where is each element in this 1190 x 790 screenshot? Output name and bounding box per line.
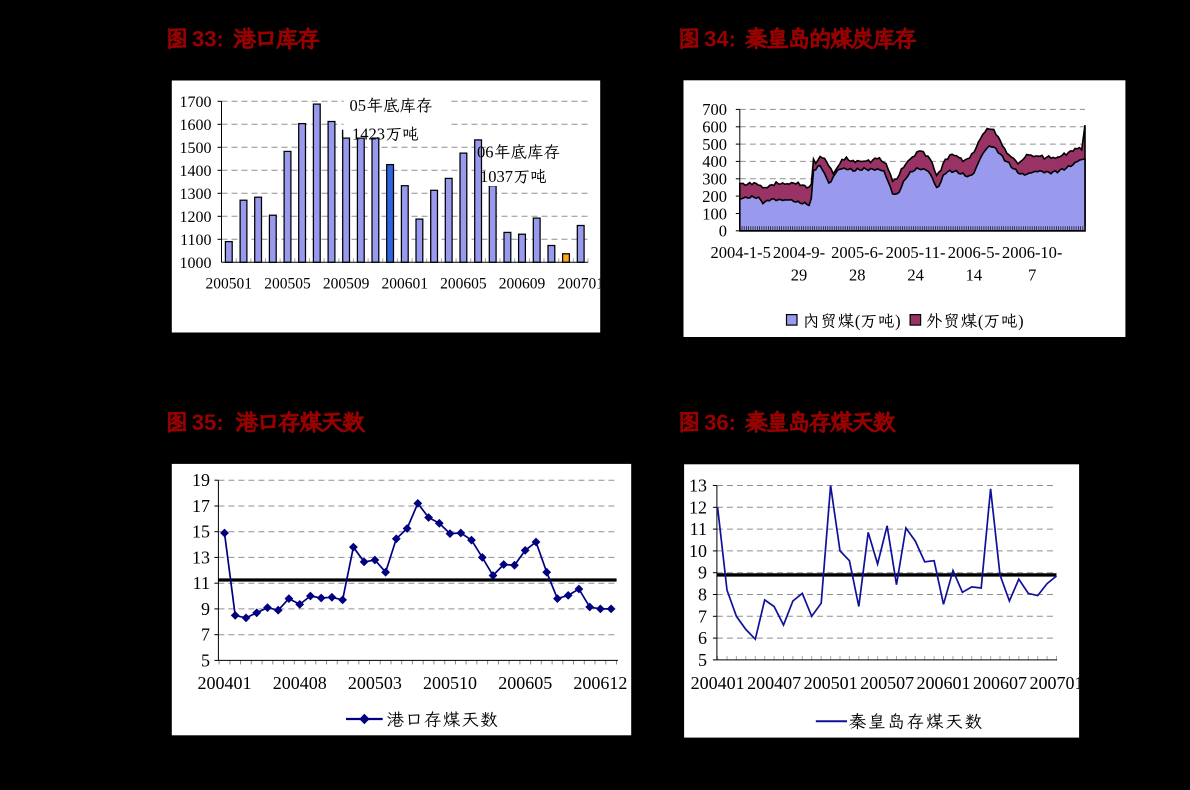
svg-text:200503: 200503: [348, 673, 402, 693]
svg-text:0: 0: [719, 222, 727, 241]
svg-text:2004-1-5: 2004-1-5: [710, 243, 771, 262]
svg-text:200509: 200509: [323, 276, 370, 293]
svg-text:5: 5: [698, 650, 707, 670]
svg-text:34:: 34:: [704, 27, 736, 52]
svg-text:200701: 200701: [557, 276, 604, 293]
svg-text:1000: 1000: [180, 255, 212, 272]
svg-text:200401: 200401: [691, 673, 745, 693]
svg-text:8: 8: [698, 585, 707, 605]
svg-text:1423: 1423: [352, 125, 385, 144]
svg-text:15: 15: [192, 522, 210, 542]
svg-text:2006-10-: 2006-10-: [1002, 243, 1063, 262]
svg-text:200609: 200609: [499, 276, 546, 293]
svg-text:700: 700: [702, 100, 727, 119]
svg-text:2005-6-: 2005-6-: [831, 243, 883, 262]
svg-text:06: 06: [477, 143, 494, 162]
svg-text:7: 7: [698, 606, 707, 626]
svg-text:1500: 1500: [180, 140, 212, 157]
svg-text:36:: 36:: [704, 410, 736, 435]
svg-text:200605: 200605: [440, 276, 487, 293]
svg-text:10: 10: [689, 541, 707, 561]
svg-text:1037: 1037: [480, 167, 513, 186]
svg-text:): ): [1018, 312, 1024, 331]
svg-text:05: 05: [350, 96, 367, 115]
svg-text:12: 12: [689, 497, 707, 517]
svg-text:200607: 200607: [973, 673, 1027, 693]
svg-text:11: 11: [690, 519, 707, 539]
svg-text:14: 14: [966, 266, 983, 285]
svg-text:1100: 1100: [180, 232, 211, 249]
svg-text:13: 13: [689, 476, 707, 496]
svg-text:200507: 200507: [860, 673, 914, 693]
svg-text:200601: 200601: [382, 276, 429, 293]
svg-text:300: 300: [702, 170, 727, 189]
svg-text:100: 100: [702, 204, 727, 223]
svg-text:9: 9: [201, 599, 210, 619]
svg-text:24: 24: [907, 266, 924, 285]
svg-text:9: 9: [698, 563, 707, 583]
svg-text:35:: 35:: [192, 410, 224, 435]
svg-text:200407: 200407: [747, 673, 801, 693]
svg-text:29: 29: [791, 266, 808, 285]
svg-text:): ): [895, 312, 901, 331]
svg-text:200601: 200601: [917, 673, 971, 693]
svg-text:200: 200: [702, 187, 727, 206]
svg-text:200612: 200612: [573, 673, 627, 693]
svg-text:1700: 1700: [180, 94, 212, 111]
svg-text:17: 17: [192, 496, 210, 516]
svg-text:2004-9-: 2004-9-: [773, 243, 825, 262]
svg-text:500: 500: [702, 135, 727, 154]
svg-text:28: 28: [849, 266, 866, 285]
svg-text:1400: 1400: [180, 163, 212, 180]
svg-text:13: 13: [192, 547, 210, 567]
svg-text:7: 7: [1028, 266, 1036, 285]
svg-text:5: 5: [201, 650, 210, 670]
svg-text:7: 7: [201, 625, 210, 645]
svg-text:33:: 33:: [192, 27, 224, 52]
svg-text:2006-5-: 2006-5-: [948, 243, 1000, 262]
svg-text:1200: 1200: [180, 209, 212, 226]
svg-text:19: 19: [192, 470, 210, 490]
svg-text:200501: 200501: [206, 276, 253, 293]
svg-text:200605: 200605: [498, 673, 552, 693]
svg-text:400: 400: [702, 152, 727, 171]
svg-text:200701: 200701: [1030, 673, 1084, 693]
svg-text:1600: 1600: [180, 117, 212, 134]
svg-text:2005-11-: 2005-11-: [886, 243, 946, 262]
svg-text:200510: 200510: [423, 673, 477, 693]
svg-text:200505: 200505: [264, 276, 311, 293]
svg-text:200408: 200408: [273, 673, 327, 693]
svg-text:600: 600: [702, 118, 727, 137]
svg-text:200401: 200401: [198, 673, 252, 693]
svg-text:200501: 200501: [804, 673, 858, 693]
svg-text:(: (: [978, 312, 984, 331]
svg-text:6: 6: [698, 628, 707, 648]
svg-text:11: 11: [193, 573, 210, 593]
svg-text:1300: 1300: [180, 186, 212, 203]
svg-text:(: (: [855, 312, 861, 331]
